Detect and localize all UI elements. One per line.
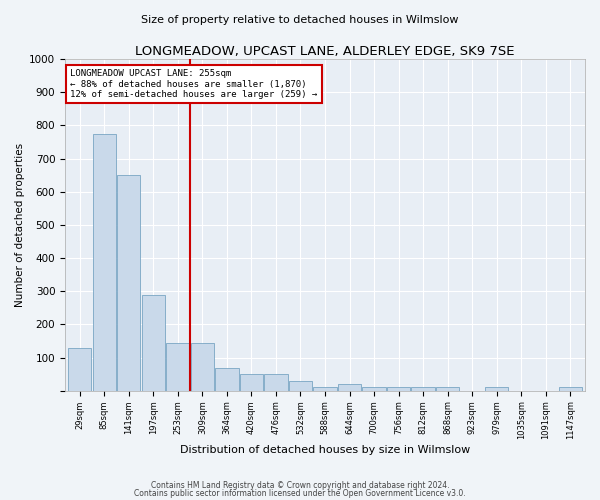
Bar (117, 175, 140, 390)
Bar (289, 381, 312, 390)
Bar (436, 388, 459, 390)
Bar (559, 388, 582, 390)
Text: Size of property relative to detached houses in Wilmslow: Size of property relative to detached ho… (141, 15, 459, 25)
Bar (313, 388, 337, 390)
Bar (191, 342, 214, 390)
Bar (387, 388, 410, 390)
Bar (338, 384, 361, 390)
Bar (68, 348, 91, 391)
Bar (92, 134, 116, 390)
Bar (240, 374, 263, 390)
Bar (412, 388, 435, 390)
Text: LONGMEADOW UPCAST LANE: 255sqm
← 88% of detached houses are smaller (1,870)
12% : LONGMEADOW UPCAST LANE: 255sqm ← 88% of … (70, 69, 317, 99)
Bar (142, 294, 165, 390)
X-axis label: Distribution of detached houses by size in Wilmslow: Distribution of detached houses by size … (180, 445, 470, 455)
Text: Contains public sector information licensed under the Open Government Licence v3: Contains public sector information licen… (134, 489, 466, 498)
Y-axis label: Number of detached properties: Number of detached properties (15, 143, 25, 307)
Title: LONGMEADOW, UPCAST LANE, ALDERLEY EDGE, SK9 7SE: LONGMEADOW, UPCAST LANE, ALDERLEY EDGE, … (135, 45, 515, 58)
Bar (265, 374, 287, 390)
Bar (215, 368, 239, 390)
Bar (362, 388, 386, 390)
Bar (485, 388, 508, 390)
Bar (166, 342, 190, 390)
Text: Contains HM Land Registry data © Crown copyright and database right 2024.: Contains HM Land Registry data © Crown c… (151, 480, 449, 490)
